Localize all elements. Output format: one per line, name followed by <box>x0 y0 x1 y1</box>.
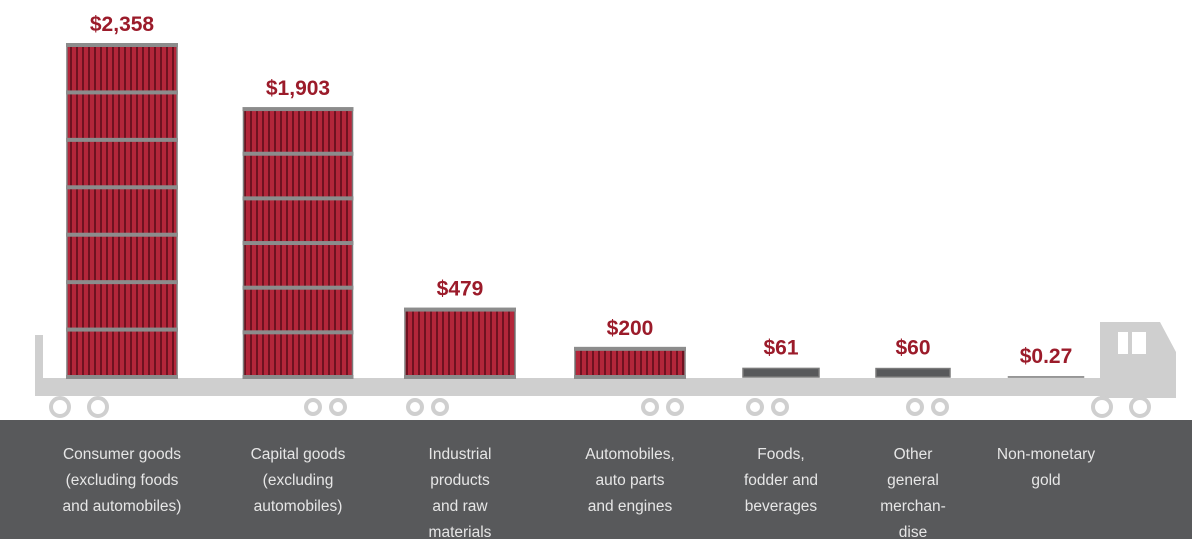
container-rib <box>242 375 354 379</box>
value-label: $60 <box>895 337 930 360</box>
bar <box>742 367 820 378</box>
container-rib <box>66 185 178 190</box>
container-rib <box>66 90 178 95</box>
value-label: $0.27 <box>1020 345 1073 368</box>
bar <box>875 367 951 378</box>
bar <box>574 348 686 378</box>
container-rib <box>66 232 178 237</box>
container-rib <box>66 280 178 285</box>
category-label: Non-monetary gold <box>996 446 1096 489</box>
container-rib <box>66 375 178 379</box>
container-rib <box>242 285 354 290</box>
value-label: $1,903 <box>266 77 330 100</box>
container-rib <box>242 330 354 335</box>
truck-bed <box>35 378 1135 396</box>
category-label: Industrial products and raw materials <box>428 446 492 539</box>
value-label: $200 <box>607 317 654 340</box>
wheels <box>49 396 1151 418</box>
value-label: $2,358 <box>90 13 155 36</box>
container-rib <box>66 43 178 47</box>
truck <box>35 322 1176 418</box>
value-label: $61 <box>763 336 798 359</box>
container-rib <box>574 375 686 379</box>
category-label: Automobiles, auto parts and engines <box>585 446 675 515</box>
container-rib <box>242 107 354 112</box>
category-label: Consumer goods (excluding foods and auto… <box>62 446 182 515</box>
container-rib <box>242 241 354 246</box>
container-rib <box>574 346 686 351</box>
container-rib <box>404 375 516 379</box>
category-label: Foods, fodder and beverages <box>743 446 819 515</box>
cab-window <box>1118 332 1128 354</box>
category-label: Capital goods (excluding automobiles) <box>250 446 346 515</box>
category-label: Other general merchan- dise <box>880 446 946 539</box>
container-rib <box>66 137 178 142</box>
value-label: $479 <box>437 278 484 301</box>
container-rib <box>66 327 178 332</box>
container-rib <box>242 151 354 156</box>
bar <box>404 308 516 378</box>
label-band <box>0 420 1192 539</box>
truck-rear <box>35 335 43 380</box>
cab-window <box>1132 332 1146 354</box>
container-rib <box>404 307 516 312</box>
bar <box>66 44 178 378</box>
container-rib <box>242 196 354 201</box>
